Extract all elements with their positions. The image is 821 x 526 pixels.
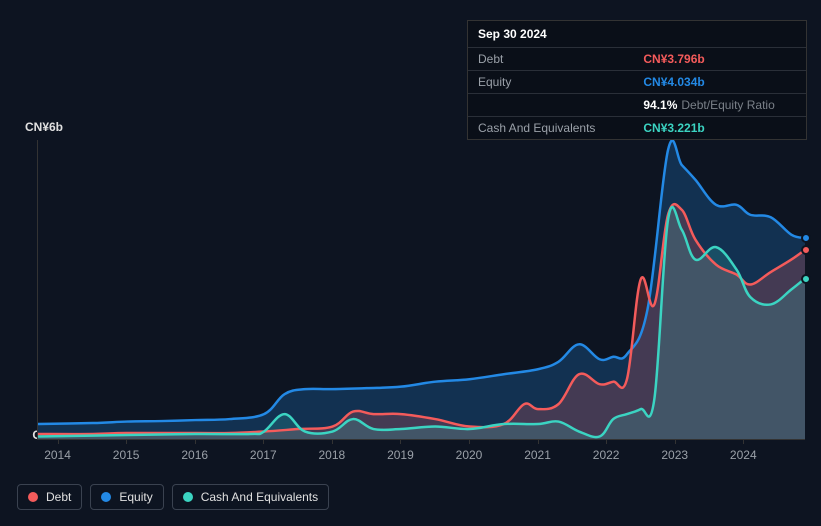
plot-area[interactable] xyxy=(37,140,805,440)
x-tick-label: 2021 xyxy=(524,448,551,462)
tooltip-row-label: Debt xyxy=(478,52,643,66)
end-marker-cash-and-equivalents xyxy=(801,274,811,284)
tooltip-card: Sep 30 2024 DebtCN¥3.796bEquityCN¥4.034b… xyxy=(467,20,807,140)
tooltip-row-label: Equity xyxy=(478,75,643,89)
x-tick-mark xyxy=(58,439,59,444)
x-tick-label: 2016 xyxy=(181,448,208,462)
x-tick-mark xyxy=(400,439,401,444)
tooltip-row-label xyxy=(478,98,643,112)
x-tick-label: 2024 xyxy=(730,448,757,462)
tooltip-row-value: CN¥3.796b xyxy=(643,52,796,66)
x-tick-mark xyxy=(606,439,607,444)
tooltip-row: EquityCN¥4.034b xyxy=(468,71,806,94)
x-tick-mark xyxy=(743,439,744,444)
legend-label: Cash And Equivalents xyxy=(201,490,318,504)
tooltip-date: Sep 30 2024 xyxy=(468,21,806,48)
legend-label: Debt xyxy=(46,490,71,504)
x-tick-label: 2020 xyxy=(456,448,483,462)
tooltip-row-value: CN¥3.221b xyxy=(643,121,796,135)
x-tick-mark xyxy=(263,439,264,444)
x-tick-mark xyxy=(469,439,470,444)
legend-item-cash-and-equivalents[interactable]: Cash And Equivalents xyxy=(172,484,329,510)
x-tick-mark xyxy=(675,439,676,444)
legend-item-equity[interactable]: Equity xyxy=(90,484,163,510)
end-marker-equity xyxy=(801,233,811,243)
x-tick-label: 2015 xyxy=(113,448,140,462)
tooltip-ratio-value: 94.1% Debt/Equity Ratio xyxy=(643,98,774,112)
x-tick-mark xyxy=(126,439,127,444)
legend-dot-icon xyxy=(28,492,38,502)
legend: Debt Equity Cash And Equivalents xyxy=(17,484,329,510)
x-tick-label: 2019 xyxy=(387,448,414,462)
tooltip-row: DebtCN¥3.796b xyxy=(468,48,806,71)
end-marker-debt xyxy=(801,245,811,255)
chart: CN¥6b CN¥0 20142015201620172018201920202… xyxy=(17,122,805,467)
x-tick-mark xyxy=(195,439,196,444)
legend-label: Equity xyxy=(119,490,152,504)
tooltip-row-label: Cash And Equivalents xyxy=(478,121,643,135)
x-axis: 2014 2015 2016 2017 2018 2019 2020 2021 2022 2023… xyxy=(37,444,805,464)
tooltip-row: 94.1% Debt/Equity Ratio xyxy=(468,94,806,117)
x-tick-mark xyxy=(538,439,539,444)
legend-dot-icon xyxy=(101,492,111,502)
x-tick-label: 2018 xyxy=(318,448,345,462)
legend-dot-icon xyxy=(183,492,193,502)
tooltip-row-value: CN¥4.034b xyxy=(643,75,796,89)
tooltip-ratio-number: 94.1% xyxy=(643,98,677,112)
x-tick-label: 2023 xyxy=(661,448,688,462)
x-tick-label: 2022 xyxy=(593,448,620,462)
x-tick-mark xyxy=(332,439,333,444)
x-tick-label: 2014 xyxy=(44,448,71,462)
legend-item-debt[interactable]: Debt xyxy=(17,484,82,510)
tooltip-row: Cash And EquivalentsCN¥3.221b xyxy=(468,117,806,139)
tooltip-ratio-label: Debt/Equity Ratio xyxy=(681,98,774,112)
y-label-max: CN¥6b xyxy=(3,120,63,134)
x-tick-label: 2017 xyxy=(250,448,277,462)
